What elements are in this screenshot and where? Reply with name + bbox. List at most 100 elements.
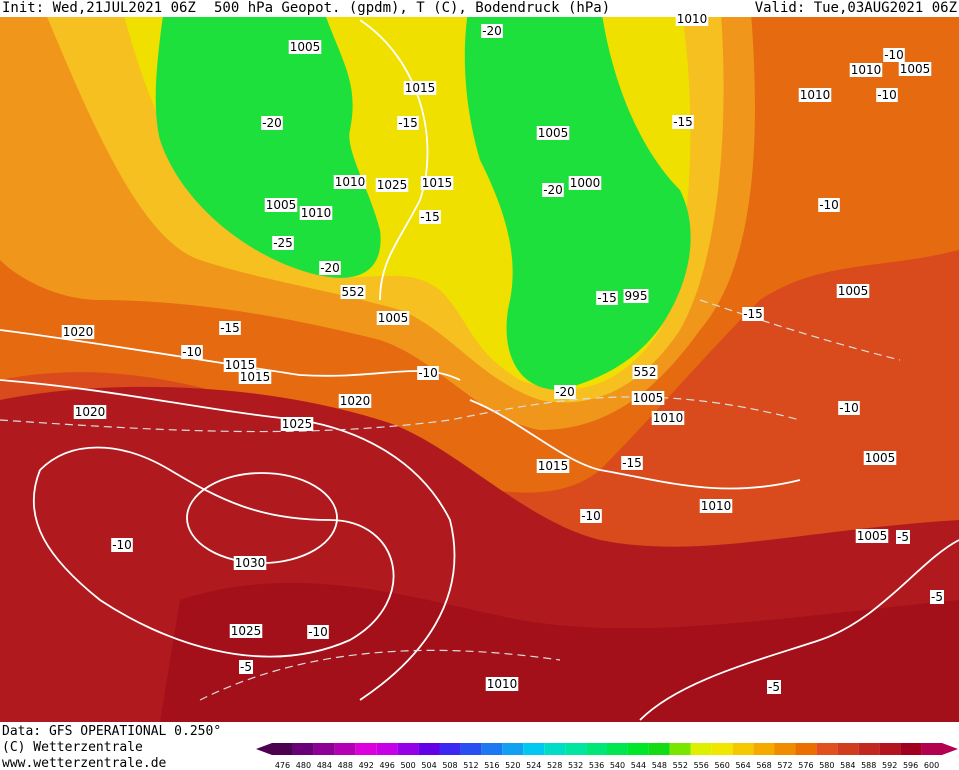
scale-swatch: [502, 743, 524, 755]
label-box: [238, 370, 272, 384]
map-label: 1010: [851, 63, 882, 77]
copyright: (C) Wetterzentrale: [2, 740, 143, 755]
scale-label: 564: [735, 761, 750, 770]
map-label: -10: [581, 509, 601, 523]
scale-swatch: [690, 743, 712, 755]
map-label: 1005: [865, 451, 896, 465]
scale-label: 544: [631, 761, 646, 770]
label-box: [568, 176, 602, 190]
map-label: -20: [262, 116, 282, 130]
scale-label: 552: [673, 761, 688, 770]
scale-swatch: [648, 743, 670, 755]
scale-arrow-left: [256, 743, 272, 755]
scale-label: 512: [463, 761, 478, 770]
scale-label: 572: [777, 761, 792, 770]
label-box: [651, 411, 685, 425]
scale-label: 556: [694, 761, 709, 770]
label-box: [818, 198, 840, 212]
label-box: [485, 677, 519, 691]
label-box: [632, 365, 658, 379]
map-label: 1015: [405, 81, 436, 95]
scale-swatch: [376, 743, 398, 755]
label-box: [896, 530, 910, 544]
label-box: [272, 236, 294, 250]
scale-swatch: [900, 743, 922, 755]
weather-map: Init: Wed,21JUL2021 06Z 500 hPa Geopot. …: [0, 0, 959, 722]
map-label: -10: [884, 48, 904, 62]
label-box: [229, 624, 263, 638]
scale-swatch: [711, 743, 733, 755]
label-box: [307, 625, 329, 639]
map-label: 1020: [75, 405, 106, 419]
label-box: [299, 206, 333, 220]
map-label: 552: [342, 285, 365, 299]
label-box: [580, 509, 602, 523]
scale-label: 496: [380, 761, 395, 770]
label-box: [375, 178, 409, 192]
label-box: [219, 321, 241, 335]
map-label: -15: [743, 307, 763, 321]
scale-swatch: [879, 743, 901, 755]
label-box: [233, 556, 267, 570]
map-label: 1005: [290, 40, 321, 54]
label-box: [280, 417, 314, 431]
map-label: -10: [819, 198, 839, 212]
scale-label: 476: [275, 761, 290, 770]
scale-swatch: [816, 743, 838, 755]
scale-label: 536: [589, 761, 604, 770]
label-box: [898, 62, 932, 76]
scale-swatch: [523, 743, 545, 755]
map-label: 1005: [838, 284, 869, 298]
label-box: [767, 680, 781, 694]
label-box: [631, 391, 665, 405]
map-label: -15: [673, 115, 693, 129]
scale-label: 480: [296, 761, 311, 770]
scale-label: 528: [547, 761, 562, 770]
map-label: 1010: [487, 677, 518, 691]
label-box: [855, 529, 889, 543]
scale-label: 484: [317, 761, 332, 770]
map-label: 1025: [377, 178, 408, 192]
map-label: 1005: [633, 391, 664, 405]
map-label: -5: [768, 680, 780, 694]
label-box: [876, 88, 898, 102]
scale-swatch: [355, 743, 377, 755]
label-box: [181, 345, 203, 359]
website: www.wetterzentrale.de: [2, 756, 167, 770]
label-box: [596, 291, 618, 305]
map-label: 1005: [900, 62, 931, 76]
scale-swatch: [837, 743, 859, 755]
label-box: [883, 48, 905, 62]
map-label: -10: [877, 88, 897, 102]
map-label: -15: [622, 456, 642, 470]
map-label: 1020: [340, 394, 371, 408]
scale-swatch: [565, 743, 587, 755]
label-box: [73, 405, 107, 419]
scale-swatch: [607, 743, 628, 755]
scale-label: 524: [526, 761, 541, 770]
map-label: -5: [931, 590, 943, 604]
map-label: -15: [420, 210, 440, 224]
label-box: [420, 176, 454, 190]
scale-label: 580: [819, 761, 834, 770]
map-label: -10: [418, 366, 438, 380]
map-label: 1010: [335, 175, 366, 189]
label-box: [239, 660, 253, 674]
label-box: [288, 40, 322, 54]
scale-label: 600: [924, 761, 939, 770]
scale-label: 568: [756, 761, 771, 770]
label-box: [554, 385, 576, 399]
map-label: -10: [839, 401, 859, 415]
label-box: [111, 538, 133, 552]
map-label: 1030: [235, 556, 266, 570]
label-box: [621, 456, 643, 470]
label-box: [542, 183, 564, 197]
map-label: -15: [220, 321, 240, 335]
map-label: 1010: [800, 88, 831, 102]
map-label: 1005: [538, 126, 569, 140]
scale-label: 540: [610, 761, 625, 770]
map-label: -10: [112, 538, 132, 552]
label-box: [223, 358, 257, 372]
label-box: [338, 394, 372, 408]
